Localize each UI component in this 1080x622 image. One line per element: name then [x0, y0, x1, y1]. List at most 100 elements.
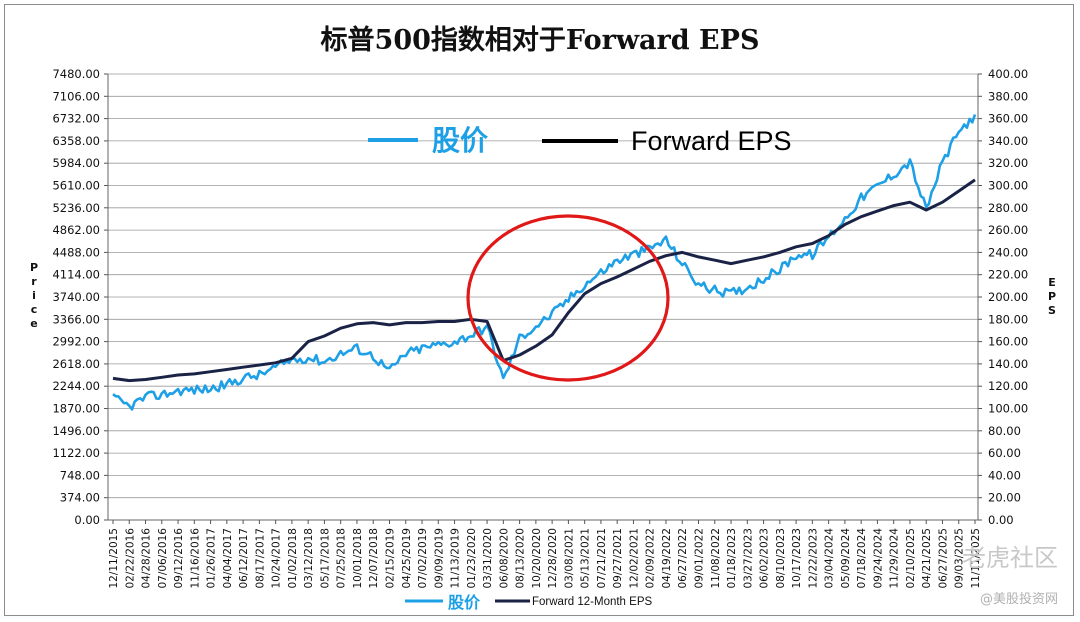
y-right-tick-label: 240.00	[988, 245, 1028, 259]
x-tick-label: 11/29/2024	[889, 528, 901, 589]
y-left-tick-label: 4862.00	[52, 223, 100, 237]
x-tick-label: 06/08/2020	[498, 528, 510, 589]
y-right-tick-label: 160.00	[988, 335, 1028, 349]
y-left-tick-label: 5984.00	[52, 156, 100, 170]
x-tick-label: 04/19/2022	[661, 528, 673, 589]
axis-label-letter: i	[32, 289, 36, 302]
y-axis-right-ticks: 400.00 380.00 360.00 340.00 320.00 300.00 280.…	[988, 67, 1028, 527]
legend-bottom-eps-label: Forward 12-Month EPS	[532, 596, 652, 608]
x-tick-label: 05/17/2018	[319, 528, 331, 589]
y-left-tick-label: 5236.00	[52, 201, 100, 215]
y-left-tick-label: 1496.00	[52, 424, 100, 438]
x-tick-label: 07/18/2024	[856, 528, 868, 589]
x-tick-label: 01/18/2023	[726, 528, 738, 589]
y-left-tick-label: 2618.00	[52, 357, 100, 371]
y-left-tick-label: 374.00	[60, 491, 100, 505]
series-price-line	[112, 114, 977, 411]
x-tick-label: 04/28/2016	[141, 528, 153, 589]
y-left-tick-label: 748.00	[60, 468, 100, 482]
x-tick-label: 04/04/2017	[222, 528, 234, 589]
y-left-tick-label: 6358.00	[52, 134, 100, 148]
y-right-tick-label: 400.00	[988, 67, 1028, 81]
y-left-tick-label: 3366.00	[52, 312, 100, 326]
x-tick-label: 02/22/2016	[124, 528, 136, 589]
x-tick-label: 02/15/2019	[384, 528, 396, 589]
y-left-tick-label: 2992.00	[52, 335, 100, 349]
x-tick-label: 05/09/2024	[840, 528, 852, 589]
axis-label-letter: e	[30, 317, 37, 330]
x-tick-label: 04/25/2019	[401, 528, 413, 589]
y-right-tick-label: 320.00	[988, 156, 1028, 170]
x-tick-label: 12/07/2018	[368, 528, 380, 589]
x-tick-label: 08/10/2023	[775, 528, 787, 589]
y-left-tick-label: 4114.00	[52, 268, 100, 282]
legend-bottom-price-label: 股价	[448, 593, 481, 612]
x-tick-label: 10/01/2018	[352, 528, 364, 589]
y-right-tick-label: 120.00	[988, 379, 1028, 393]
y-left-tick-label: 7106.00	[52, 89, 100, 103]
x-tick-label: 05/13/2021	[580, 528, 592, 589]
y-right-tick-label: 0.00	[988, 513, 1014, 527]
y-left-tick-label: 0.00	[74, 513, 100, 527]
axis-label-letter: P	[30, 261, 38, 274]
legend-top-price-label: 股价	[432, 124, 489, 157]
legend-top: 股价 Forward EPS	[368, 124, 792, 157]
y-right-tick-label: 60.00	[988, 446, 1021, 460]
legend-top-eps-label: Forward EPS	[631, 126, 792, 156]
x-tick-label: 06/02/2023	[759, 528, 771, 589]
x-tick-label: 02/10/2025	[905, 528, 917, 589]
x-tick-label: 07/02/2019	[417, 528, 429, 589]
watermark-text: 老虎社区	[962, 544, 1058, 572]
x-tick-label: 09/24/2024	[872, 528, 884, 589]
y-right-tick-label: 40.00	[988, 468, 1021, 482]
y-left-tick-label: 1122.00	[52, 446, 100, 460]
y-right-tick-label: 220.00	[988, 268, 1028, 282]
x-tick-label: 11/13/2019	[450, 528, 462, 589]
x-tick-label: 07/06/2016	[157, 528, 169, 589]
x-tick-label: 10/24/2017	[271, 528, 283, 589]
y-right-tick-label: 280.00	[988, 201, 1028, 215]
legend-bottom: 股价 Forward 12-Month EPS	[405, 593, 652, 612]
x-tick-label: 11/11/2025	[970, 528, 982, 589]
y-right-tick-label: 180.00	[988, 312, 1028, 326]
x-tick-label: 06/27/2022	[677, 528, 689, 589]
watermark-subtext: @美股投资网	[980, 591, 1058, 607]
axis-label-letter: c	[31, 303, 38, 316]
x-axis-ticks: 12/11/2015 02/22/2016 04/28/2016 07/06/2016…	[108, 520, 982, 589]
x-tick-label: 01/02/2018	[287, 528, 299, 589]
y-right-tick-label: 340.00	[988, 134, 1028, 148]
y-left-tick-label: 5610.00	[52, 179, 100, 193]
y-left-tick-label: 1870.00	[52, 402, 100, 416]
x-tick-label: 06/12/2017	[238, 528, 250, 589]
x-tick-label: 08/17/2017	[254, 528, 266, 589]
y-left-tick-label: 2244.00	[52, 379, 100, 393]
axis-label-letter: S	[1048, 304, 1056, 317]
x-tick-label: 12/02/2021	[628, 528, 640, 589]
x-tick-label: 02/09/2022	[645, 528, 657, 589]
x-tick-label: 01/26/2017	[206, 528, 218, 589]
y-left-tick-label: 4488.00	[52, 245, 100, 259]
x-tick-label: 09/01/2022	[694, 528, 706, 589]
x-tick-label: 03/27/2023	[742, 528, 754, 589]
y-right-tick-label: 200.00	[988, 290, 1028, 304]
y-right-tick-label: 140.00	[988, 357, 1028, 371]
x-tick-label: 07/21/2021	[596, 528, 608, 589]
x-tick-label: 09/03/2025	[954, 528, 966, 589]
axis-label-letter: E	[1048, 276, 1056, 289]
y-right-tick-label: 380.00	[988, 89, 1028, 103]
x-tick-label: 10/17/2023	[791, 528, 803, 589]
y-right-tick-label: 300.00	[988, 179, 1028, 193]
x-tick-label: 01/23/2020	[466, 528, 478, 589]
x-tick-label: 08/13/2020	[515, 528, 527, 589]
y-right-tick-label: 260.00	[988, 223, 1028, 237]
x-tick-label: 09/27/2021	[612, 528, 624, 589]
x-tick-label: 09/12/2016	[173, 528, 185, 589]
x-tick-label: 03/31/2020	[482, 528, 494, 589]
y-axis-right-label: EPS	[1048, 276, 1056, 317]
x-tick-label: 03/12/2018	[303, 528, 315, 589]
y-right-tick-label: 20.00	[988, 491, 1021, 505]
y-right-tick-label: 360.00	[988, 112, 1028, 126]
x-tick-label: 03/04/2024	[824, 528, 836, 589]
